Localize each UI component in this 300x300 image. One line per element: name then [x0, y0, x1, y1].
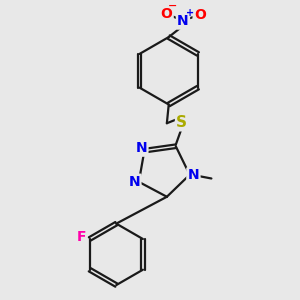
Text: −: −	[168, 2, 177, 11]
Text: N: N	[177, 14, 189, 28]
Text: O: O	[160, 7, 172, 21]
Text: N: N	[136, 141, 147, 155]
Text: N: N	[129, 175, 140, 189]
Text: N: N	[188, 169, 199, 182]
Text: S: S	[176, 115, 187, 130]
Text: O: O	[194, 8, 206, 22]
Text: F: F	[77, 230, 86, 244]
Text: +: +	[186, 8, 194, 18]
